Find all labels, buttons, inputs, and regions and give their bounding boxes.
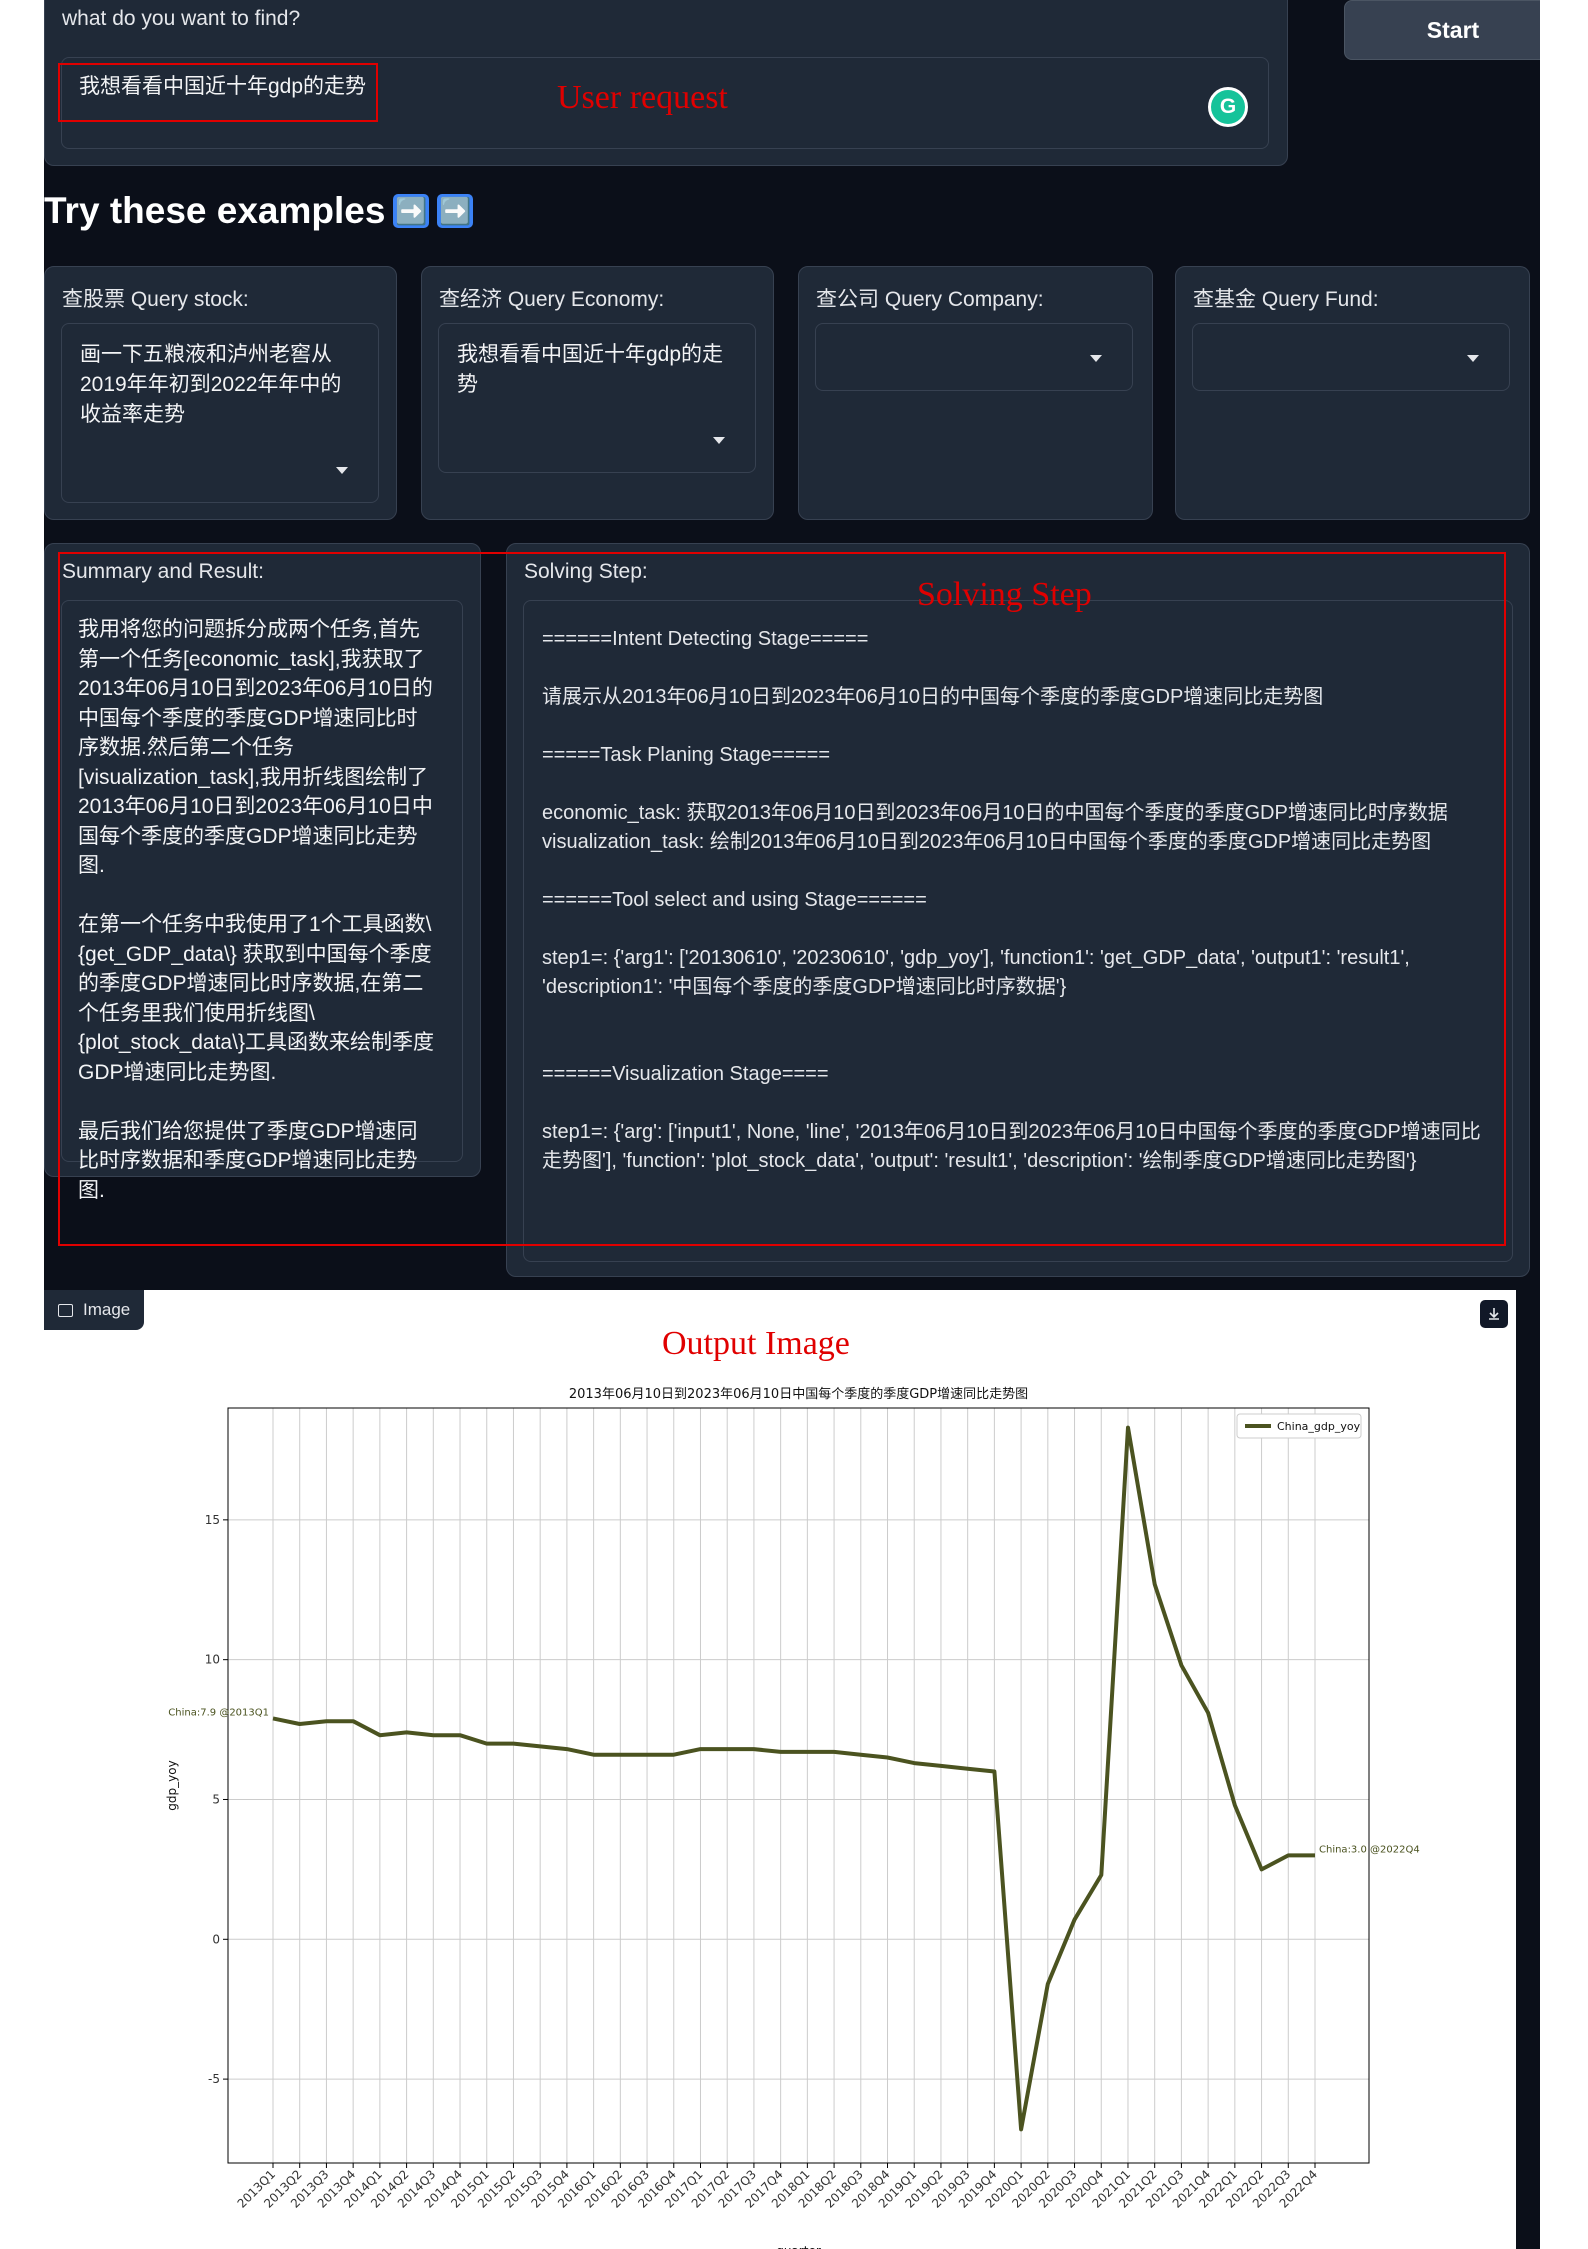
summary-text: 我用将您的问题拆分成两个任务,首先第一个任务[economic_task],我获… bbox=[78, 618, 434, 1202]
legend-box bbox=[1236, 1413, 1362, 1439]
example-company-label: 查公司 Query Company: bbox=[816, 288, 1044, 311]
chevron-down-icon bbox=[1090, 355, 1102, 362]
query-panel: what do you want to find? 我想看看中国近十年gdp的走… bbox=[44, 0, 1288, 166]
example-company-dropdown[interactable] bbox=[815, 323, 1133, 391]
first-point-annotation: China:7.9 @2013Q1 bbox=[168, 1707, 269, 1718]
y-tick-label: 15 bbox=[205, 1513, 220, 1527]
x-axis-label: quarter bbox=[776, 2244, 821, 2249]
example-company-panel: 查公司 Query Company: bbox=[798, 266, 1153, 520]
example-stock-dropdown[interactable]: 画一下五粮液和泸州老窖从2019年年初到2022年年中的收益率走势 bbox=[61, 323, 379, 503]
y-axis-label: gdp_yoy bbox=[165, 1760, 179, 1810]
y-tick-label: 5 bbox=[212, 1792, 220, 1806]
y-tick-label: -5 bbox=[208, 2072, 220, 2086]
summary-output: 我用将您的问题拆分成两个任务,首先第一个任务[economic_task],我获… bbox=[61, 600, 463, 1202]
image-tab-label: Image bbox=[83, 1300, 131, 1319]
example-economy-value: 我想看看中国近十年gdp的走势 bbox=[457, 343, 724, 396]
example-stock-panel: 查股票 Query stock: 画一下五粮液和泸州老窖从2019年年初到202… bbox=[44, 266, 397, 520]
example-fund-dropdown[interactable] bbox=[1192, 323, 1510, 391]
example-economy-panel: 查经济 Query Economy: 我想看看中国近十年gdp的走势 bbox=[421, 266, 774, 520]
download-icon bbox=[1489, 1308, 1499, 1320]
right-arrow-icon: ➡️ bbox=[393, 194, 430, 228]
y-tick-label: 0 bbox=[212, 1932, 220, 1946]
series-line-china-gdp-yoy bbox=[272, 1425, 1315, 2132]
solving-text: ======Intent Detecting Stage===== 请展示从20… bbox=[542, 628, 1481, 1172]
example-economy-dropdown[interactable]: 我想看看中国近十年gdp的走势 bbox=[438, 323, 756, 473]
summary-label: Summary and Result: bbox=[62, 560, 264, 583]
chevron-down-icon bbox=[1467, 355, 1479, 362]
start-button[interactable]: Start bbox=[1344, 0, 1540, 60]
solving-label: Solving Step: bbox=[524, 560, 648, 583]
examples-title-text: Try these examples bbox=[44, 190, 386, 231]
y-tick-label: 10 bbox=[205, 1653, 220, 1667]
image-icon bbox=[58, 1303, 73, 1317]
query-input[interactable]: 我想看看中国近十年gdp的走势 G bbox=[61, 57, 1269, 149]
gdp-line-chart: -50510152013Q12013Q22013Q32013Q42014Q120… bbox=[165, 1386, 1420, 2249]
legend-label: China_gdp_yoy bbox=[1277, 1420, 1361, 1433]
plot-frame bbox=[227, 1407, 1370, 2164]
grammarly-icon[interactable]: G bbox=[1208, 87, 1248, 127]
summary-panel: Summary and Result: 我用将您的问题拆分成两个任务,首先第一个… bbox=[44, 543, 481, 1202]
example-economy-label: 查经济 Query Economy: bbox=[439, 288, 665, 311]
example-stock-value: 画一下五粮液和泸州老窖从2019年年初到2022年年中的收益率走势 bbox=[80, 343, 342, 426]
solving-output: ======Intent Detecting Stage===== 请展示从20… bbox=[523, 600, 1513, 1262]
right-arrow-icon: ➡️ bbox=[437, 194, 474, 228]
output-image-annotation: Output Image bbox=[662, 1325, 850, 1362]
example-fund-label: 查基金 Query Fund: bbox=[1193, 288, 1379, 311]
chevron-down-icon bbox=[336, 467, 348, 474]
example-stock-label: 查股票 Query stock: bbox=[62, 288, 249, 311]
image-tab[interactable]: Image bbox=[44, 1290, 145, 1330]
chart-title: 2013年06月10日到2023年06月10日中国每个季度的季度GDP增速同比走… bbox=[569, 1386, 1028, 1402]
example-fund-panel: 查基金 Query Fund: bbox=[1175, 266, 1530, 520]
solving-step-annotation: Solving Step bbox=[917, 576, 1092, 613]
examples-title: Try these examples ➡️ ➡️ bbox=[44, 190, 474, 232]
query-label: what do you want to find? bbox=[62, 7, 301, 30]
chevron-down-icon bbox=[713, 437, 725, 444]
solving-panel: Solving Step: ======Intent Detecting Sta… bbox=[506, 543, 1530, 1277]
download-button[interactable] bbox=[1480, 1300, 1508, 1328]
app-window: what do you want to find? 我想看看中国近十年gdp的走… bbox=[44, 0, 1540, 2249]
user-request-annotation: User request bbox=[557, 79, 728, 116]
image-output-area: -5 0 5 10 15 2013Q1 2013Q2 2013Q3 2013Q4 2014Q1 20… bbox=[44, 1290, 1516, 2249]
last-point-annotation: China:3.0 @2022Q4 bbox=[1319, 1844, 1420, 1855]
query-input-value: 我想看看中国近十年gdp的走势 bbox=[79, 75, 367, 98]
